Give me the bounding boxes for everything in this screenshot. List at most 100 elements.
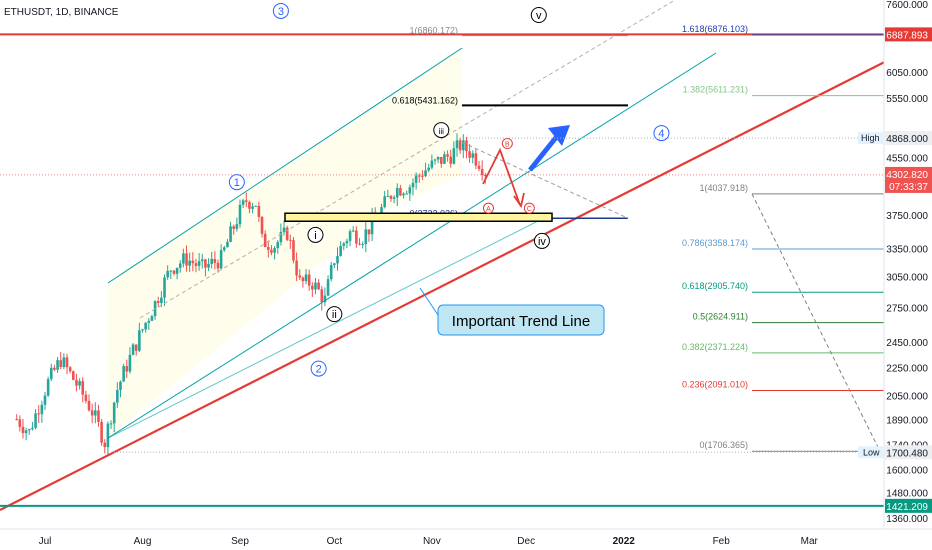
candle-body xyxy=(462,140,465,151)
candle-body xyxy=(477,165,481,169)
drawings[interactable]: 1(6860.172)0.618(5431.162)0(3722.026)1.6… xyxy=(0,0,932,511)
abc-label: C xyxy=(527,206,532,213)
candle-body xyxy=(270,249,273,253)
candle-body xyxy=(282,227,286,232)
price-axis[interactable]: 7600.0006050.0005550.0004550.0004150.000… xyxy=(858,0,932,529)
candle-body xyxy=(27,429,31,431)
price-tick: 3050.000 xyxy=(886,273,928,284)
time-tick: Dec xyxy=(517,536,535,547)
current-price-text: 4302.820 xyxy=(886,170,928,181)
candle-body xyxy=(383,196,386,208)
candle-body xyxy=(232,226,236,229)
price-tick: 1890.000 xyxy=(886,416,928,427)
projection-arrow-shaft[interactable] xyxy=(528,133,560,172)
abc-arrowhead xyxy=(513,192,525,209)
candle-body xyxy=(75,379,78,386)
high-tag-text: High xyxy=(861,133,880,143)
candle-body xyxy=(443,154,446,164)
candle-body xyxy=(37,413,41,415)
price-tick: 7600.000 xyxy=(886,0,928,11)
annotation-box[interactable] xyxy=(437,304,605,336)
candle-body xyxy=(238,204,242,225)
candle-body xyxy=(49,367,53,380)
candle-body xyxy=(399,188,402,196)
candle-body xyxy=(430,160,434,168)
candle-body xyxy=(257,205,261,217)
candle-body xyxy=(166,270,169,278)
high-tag xyxy=(858,132,884,145)
candle-body xyxy=(175,267,179,274)
price-tick: 1480.000 xyxy=(886,489,928,500)
candle-body xyxy=(94,410,97,416)
candle-body xyxy=(160,297,163,303)
candle-body xyxy=(222,247,226,251)
candle-body xyxy=(226,241,229,248)
candle-body xyxy=(62,357,66,368)
candle-body xyxy=(182,253,185,264)
abc-circle xyxy=(482,202,494,214)
candle-body xyxy=(34,413,37,428)
channel-upper-line[interactable] xyxy=(107,47,463,284)
channel-mid-line[interactable] xyxy=(139,0,676,319)
projection-arrowhead xyxy=(548,125,570,146)
projection-dashed-line[interactable] xyxy=(461,141,629,219)
candle-body xyxy=(141,329,144,331)
candle-body xyxy=(436,156,440,160)
candle-body xyxy=(251,206,254,209)
wave-circle xyxy=(433,122,450,139)
candle-body xyxy=(333,263,336,266)
candle-body xyxy=(87,400,91,411)
candle-body xyxy=(210,258,213,264)
candle-body xyxy=(421,175,424,177)
candle-body xyxy=(279,231,283,243)
wave-circle xyxy=(310,360,327,377)
candle-body xyxy=(172,270,176,274)
candle-body xyxy=(21,426,25,434)
candle-body xyxy=(46,379,50,396)
price-tick: 2250.000 xyxy=(886,364,928,375)
candle-body xyxy=(18,419,22,427)
candle-body xyxy=(150,316,154,321)
candle-body xyxy=(311,285,314,290)
candle-body xyxy=(106,423,110,448)
low-tag-text: Low xyxy=(863,447,880,457)
time-tick: Feb xyxy=(713,536,731,547)
candle-body xyxy=(292,240,295,261)
candle-body xyxy=(125,366,129,372)
candle-body xyxy=(147,320,151,323)
channel-lower-line[interactable] xyxy=(107,52,717,439)
support-zone-box[interactable] xyxy=(284,212,553,223)
candle-body xyxy=(219,250,223,269)
candle-body xyxy=(156,301,160,303)
candle-body xyxy=(405,193,408,195)
candle-body xyxy=(355,230,358,244)
candle-body xyxy=(103,442,107,448)
wave-label: 1 xyxy=(234,177,240,189)
candle-body xyxy=(119,381,122,391)
abc-circle xyxy=(501,138,513,150)
channel-inner-line[interactable] xyxy=(107,219,541,439)
time-axis[interactable]: Jul Aug Sep Oct Nov Dec 2022 Feb Mar xyxy=(0,528,932,547)
candle-body xyxy=(484,175,487,177)
low-value-text: 1700.480 xyxy=(886,448,928,459)
candle-body xyxy=(56,360,59,370)
current-price-text: 07:33:37 xyxy=(889,182,928,193)
candle-body xyxy=(191,260,195,264)
fib-retracement-trendline[interactable] xyxy=(751,193,881,452)
abc-zigzag[interactable] xyxy=(482,147,521,206)
candle-body xyxy=(323,295,327,303)
channel-shading xyxy=(108,100,386,438)
candle-body xyxy=(244,200,248,202)
trend-line[interactable] xyxy=(0,37,932,511)
candle-body xyxy=(131,344,135,355)
annotation-pointer xyxy=(419,287,441,319)
candle-body xyxy=(116,390,119,403)
candle-body xyxy=(320,289,324,303)
candle-body xyxy=(138,330,141,351)
candle-body xyxy=(348,231,352,241)
candle-body xyxy=(229,226,232,242)
abc-label: B xyxy=(505,142,510,149)
candle-body xyxy=(389,195,393,199)
candle-body xyxy=(358,243,361,245)
